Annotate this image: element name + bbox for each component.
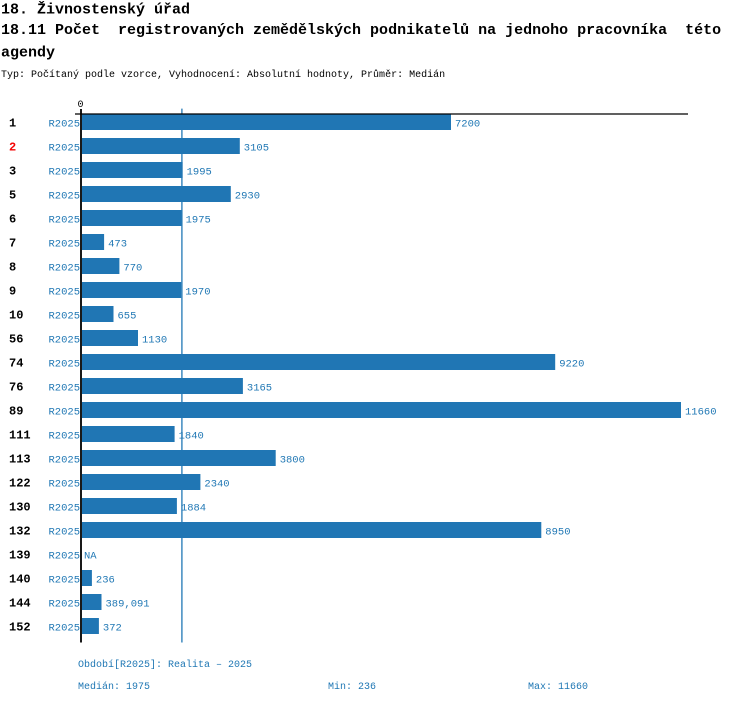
svg-text:3800: 3800 [280, 455, 305, 467]
svg-text:770: 770 [123, 263, 142, 275]
svg-text:agendy: agendy [1, 45, 55, 62]
svg-text:76: 76 [9, 381, 23, 395]
svg-text:11660: 11660 [685, 407, 717, 419]
svg-text:R2025: R2025 [48, 479, 80, 491]
svg-text:144: 144 [9, 597, 31, 611]
svg-text:473: 473 [108, 239, 127, 251]
svg-text:113: 113 [9, 453, 31, 467]
svg-text:3: 3 [9, 165, 16, 179]
svg-text:6: 6 [9, 213, 16, 227]
svg-text:122: 122 [9, 477, 31, 491]
svg-text:1975: 1975 [186, 215, 211, 227]
svg-text:152: 152 [9, 621, 31, 635]
svg-text:R2025: R2025 [48, 335, 80, 347]
svg-text:R2025: R2025 [48, 527, 80, 539]
svg-text:R2025: R2025 [48, 263, 80, 275]
svg-text:372: 372 [103, 623, 122, 635]
svg-text:R2025: R2025 [48, 551, 80, 563]
svg-text:7: 7 [9, 237, 16, 251]
svg-text:8950: 8950 [545, 527, 570, 539]
svg-text:R2025: R2025 [48, 359, 80, 371]
svg-text:Max: 11660: Max: 11660 [528, 682, 588, 693]
svg-text:Typ: Počítaný podle vzorce, Vy: Typ: Počítaný podle vzorce, Vyhodnocení:… [1, 68, 445, 81]
svg-text:Medián: 1975: Medián: 1975 [78, 681, 150, 693]
svg-text:18.11 Počet registrovaných ze: 18.11 Počet registrovaných zemědělských … [1, 22, 721, 39]
svg-text:8: 8 [9, 261, 16, 275]
svg-text:3105: 3105 [244, 143, 269, 155]
svg-text:111: 111 [9, 429, 31, 443]
svg-text:0: 0 [77, 100, 83, 111]
svg-text:89: 89 [9, 405, 23, 419]
svg-text:R2025: R2025 [48, 311, 80, 323]
svg-text:1: 1 [9, 117, 16, 131]
svg-text:Období[R2025]: Realita – 2025: Období[R2025]: Realita – 2025 [78, 659, 252, 671]
svg-text:10: 10 [9, 309, 23, 323]
svg-text:74: 74 [9, 357, 23, 371]
svg-text:R2025: R2025 [48, 503, 80, 515]
svg-text:236: 236 [96, 575, 115, 587]
svg-text:R2025: R2025 [48, 431, 80, 443]
svg-text:NA: NA [84, 551, 97, 563]
svg-text:R2025: R2025 [48, 167, 80, 179]
svg-text:132: 132 [9, 525, 31, 539]
svg-text:1130: 1130 [142, 335, 167, 347]
svg-text:R2025: R2025 [48, 599, 80, 611]
svg-text:130: 130 [9, 501, 31, 515]
svg-text:1995: 1995 [187, 167, 212, 179]
svg-text:9: 9 [9, 285, 16, 299]
svg-text:R2025: R2025 [48, 455, 80, 467]
svg-text:R2025: R2025 [48, 119, 80, 131]
svg-text:3165: 3165 [247, 383, 272, 395]
svg-text:R2025: R2025 [48, 215, 80, 227]
svg-text:R2025: R2025 [48, 239, 80, 251]
svg-text:2: 2 [9, 141, 16, 155]
svg-text:5: 5 [9, 189, 16, 203]
svg-text:139: 139 [9, 549, 31, 563]
svg-text:R2025: R2025 [48, 407, 80, 419]
svg-text:2340: 2340 [204, 479, 229, 491]
svg-text:1884: 1884 [181, 503, 206, 515]
svg-text:R2025: R2025 [48, 575, 80, 587]
svg-text:18. Živnostenský úřad: 18. Živnostenský úřad [1, 1, 190, 19]
svg-text:R2025: R2025 [48, 143, 80, 155]
svg-text:R2025: R2025 [48, 383, 80, 395]
svg-text:655: 655 [118, 311, 137, 323]
svg-text:56: 56 [9, 333, 23, 347]
svg-text:2930: 2930 [235, 191, 260, 203]
svg-text:1840: 1840 [179, 431, 204, 443]
svg-text:Min: 236: Min: 236 [328, 681, 376, 693]
svg-text:1970: 1970 [185, 287, 210, 299]
svg-text:9220: 9220 [559, 359, 584, 371]
svg-text:R2025: R2025 [48, 287, 80, 299]
svg-text:R2025: R2025 [48, 623, 80, 635]
svg-text:140: 140 [9, 573, 31, 587]
svg-text:389,091: 389,091 [106, 599, 150, 611]
svg-text:R2025: R2025 [48, 191, 80, 203]
svg-text:7200: 7200 [455, 119, 480, 131]
